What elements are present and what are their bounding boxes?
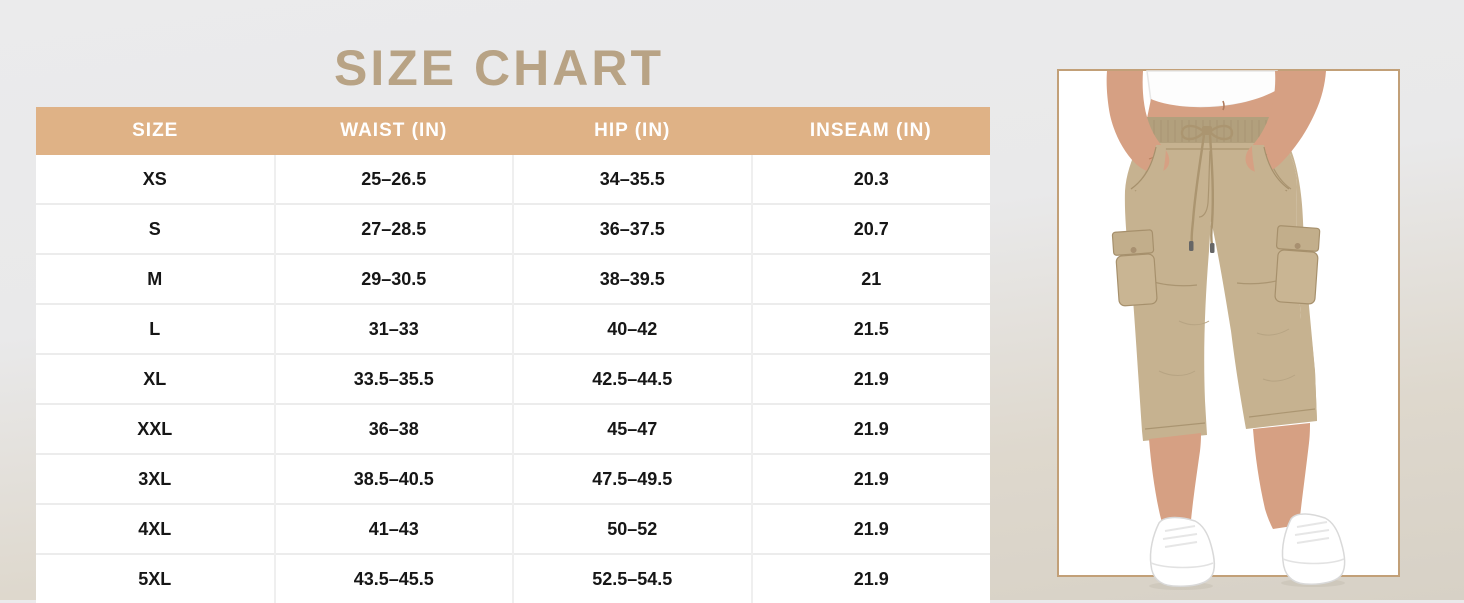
column-header-inseam: INSEAM (IN) <box>751 107 990 155</box>
table-cell: 29–30.5 <box>273 253 513 304</box>
size-chart-table: SIZE WAIST (IN) HIP (IN) INSEAM (IN) XS … <box>36 107 990 603</box>
size-row-xl: XL 33.5–35.5 42.5–44.5 21.9 <box>36 353 990 404</box>
drawstring <box>1180 124 1234 253</box>
navel <box>1222 100 1225 111</box>
table-cell: 21.9 <box>750 453 990 504</box>
table-cell: 20.7 <box>750 203 990 254</box>
table-cell: 36–37.5 <box>512 203 752 254</box>
table-cell: 5XL <box>36 553 275 603</box>
size-row-4xl: 4XL 41–43 50–52 21.9 <box>36 503 990 554</box>
size-row-3xl: 3XL 38.5–40.5 47.5–49.5 21.9 <box>36 453 990 504</box>
size-row-s: S 27–28.5 36–37.5 20.7 <box>36 203 990 254</box>
table-cell: 21.5 <box>750 303 990 354</box>
size-row-xxl: XXL 36–38 45–47 21.9 <box>36 403 990 454</box>
table-cell: XL <box>36 353 275 404</box>
table-cell: L <box>36 303 275 354</box>
table-cell: S <box>36 203 275 254</box>
table-cell: 50–52 <box>512 503 752 554</box>
table-cell: M <box>36 253 275 304</box>
size-row-xs: XS 25–26.5 34–35.5 20.3 <box>36 155 990 204</box>
table-cell: 40–42 <box>512 303 752 354</box>
midriff <box>1146 91 1280 123</box>
table-cell: 42.5–44.5 <box>512 353 752 404</box>
table-cell: 21 <box>750 253 990 304</box>
table-cell: 20.3 <box>750 155 990 204</box>
column-header-size: SIZE <box>36 107 275 155</box>
model-illustration <box>1106 70 1346 590</box>
pocket-opening-right <box>1252 145 1290 195</box>
calves <box>1149 423 1310 533</box>
table-cell: 21.9 <box>750 503 990 554</box>
size-row-5xl: 5XL 43.5–45.5 52.5–54.5 21.9 <box>36 553 990 603</box>
table-cell: 21.9 <box>750 403 990 454</box>
table-cell: 3XL <box>36 453 275 504</box>
table-cell: 36–38 <box>273 403 513 454</box>
table-cell: 45–47 <box>512 403 752 454</box>
column-header-hip: HIP (IN) <box>513 107 752 155</box>
aglet <box>1210 243 1215 253</box>
cargo-pocket-right <box>1274 225 1321 305</box>
table-cell: 25–26.5 <box>273 155 513 204</box>
table-cell: 34–35.5 <box>512 155 752 204</box>
table-cell: 21.9 <box>750 353 990 404</box>
product-photo <box>1057 69 1400 590</box>
table-cell: 38–39.5 <box>512 253 752 304</box>
table-cell: XS <box>36 155 275 204</box>
knot <box>1202 126 1212 135</box>
table-cell: 27–28.5 <box>273 203 513 254</box>
aglet <box>1189 241 1194 251</box>
table-cell: XXL <box>36 403 275 454</box>
sneakers <box>1149 513 1346 590</box>
page-title: SIZE CHART <box>334 40 664 96</box>
size-row-m: M 29–30.5 38–39.5 21 <box>36 253 990 304</box>
table-cell: 4XL <box>36 503 275 554</box>
column-header-waist: WAIST (IN) <box>274 107 513 155</box>
header-row: SIZE WAIST (IN) HIP (IN) INSEAM (IN) <box>36 107 990 155</box>
size-row-l: L 31–33 40–42 21.5 <box>36 303 990 354</box>
table-cell: 33.5–35.5 <box>273 353 513 404</box>
table-cell: 52.5–54.5 <box>512 553 752 603</box>
cargo-pocket-left <box>1111 229 1158 307</box>
table-cell: 21.9 <box>750 553 990 603</box>
table-cell: 47.5–49.5 <box>512 453 752 504</box>
table-cell: 38.5–40.5 <box>273 453 513 504</box>
table-cell: 41–43 <box>273 503 513 554</box>
table-cell: 43.5–45.5 <box>273 553 513 603</box>
table-cell: 31–33 <box>273 303 513 354</box>
pocket-opening-left <box>1130 145 1166 195</box>
